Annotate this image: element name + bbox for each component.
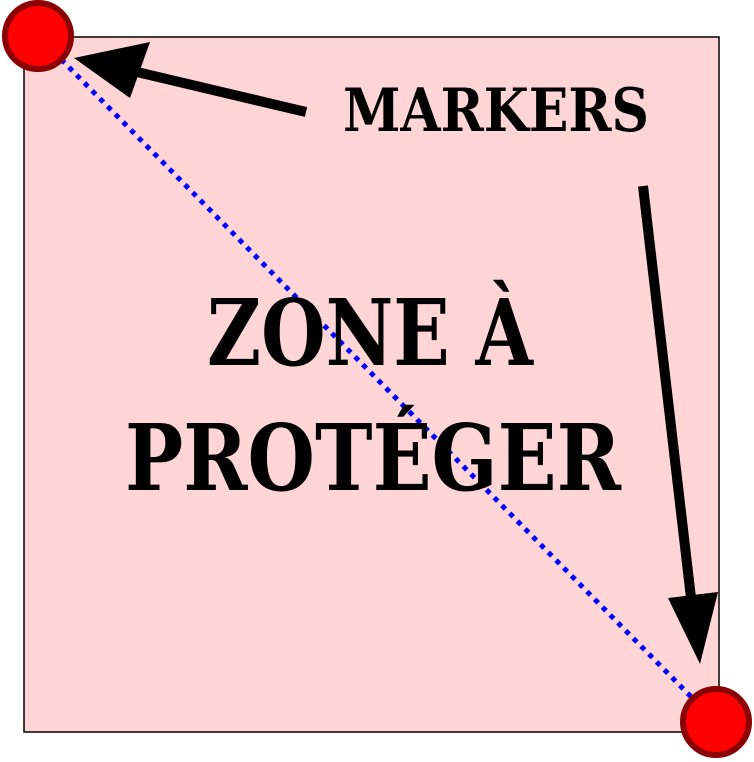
zone-diagonal [36, 34, 718, 724]
protected-zone [23, 36, 720, 733]
marker-top-left [2, 0, 74, 72]
markers-label: MARKERS [343, 76, 649, 146]
arrow-bottom-right [638, 185, 718, 664]
arrow-top-left [74, 42, 308, 117]
zone-title-line1: ZONE À [207, 279, 534, 387]
marker-bottom-right [680, 686, 752, 758]
zone-title-line2: PROTÉGER [125, 404, 621, 512]
